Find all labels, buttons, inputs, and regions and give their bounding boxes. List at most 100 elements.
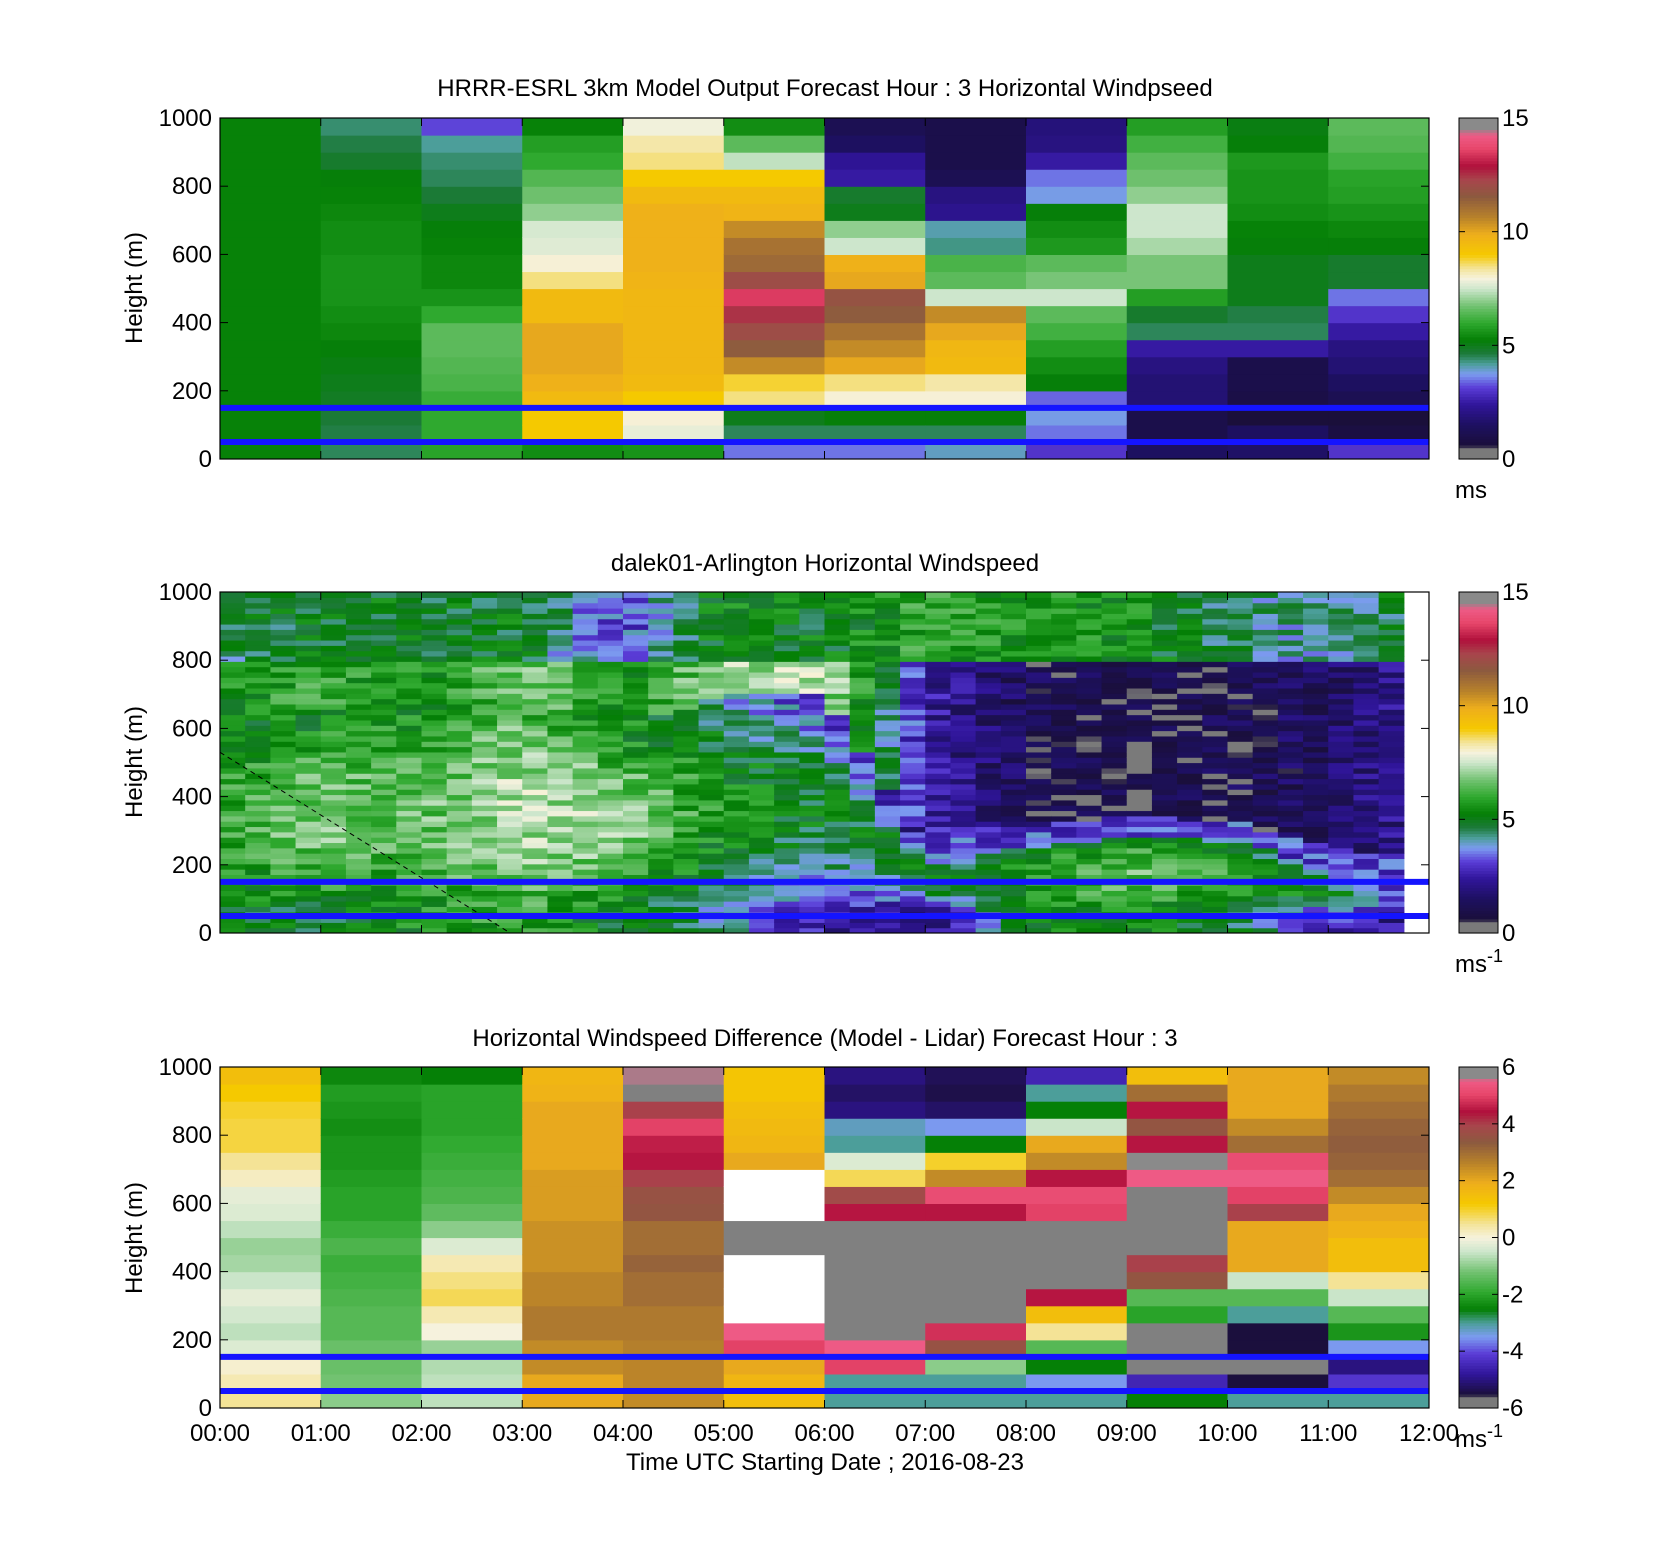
heatmap-cell (446, 842, 473, 849)
heatmap-cell (1000, 645, 1027, 652)
colorbar-swatch (1459, 654, 1498, 658)
heatmap-cell (1303, 730, 1329, 737)
heatmap-cell (900, 885, 926, 891)
heatmap-cell (1227, 1305, 1329, 1324)
heatmap-cell (270, 895, 297, 902)
colorbar-swatch (1459, 387, 1498, 392)
heatmap-cell (421, 927, 448, 933)
heatmap-cell (220, 186, 322, 204)
heatmap-cells (220, 1067, 1429, 1408)
colorbar-swatch (1459, 135, 1498, 139)
heatmap-cell (1202, 927, 1229, 933)
heatmap-cell (320, 645, 347, 652)
heatmap-cell (1051, 901, 1077, 907)
heatmap-cell (1378, 805, 1405, 812)
colorbar-swatch (1459, 1189, 1498, 1193)
heatmap-cell (320, 305, 423, 324)
heatmap-cell (1151, 735, 1178, 742)
colorbar-swatch (1459, 439, 1498, 443)
heatmap-cell (1227, 623, 1254, 630)
heatmap-cell (396, 783, 423, 790)
heatmap-cell (320, 1101, 423, 1119)
heatmap-cell (925, 1118, 1027, 1136)
heatmap-cell (774, 597, 800, 604)
heatmap-cell (1151, 805, 1178, 812)
heatmap-cell (371, 917, 397, 923)
heatmap-cell (522, 602, 549, 609)
colorbar-tick-label: 5 (1502, 806, 1515, 833)
heatmap-cell (421, 1152, 523, 1170)
heatmap-cell (1227, 666, 1254, 673)
heatmap-cell (723, 1322, 826, 1341)
heatmap-cell (774, 703, 800, 710)
heatmap-cell (1202, 858, 1229, 865)
heatmap-cell (1277, 805, 1304, 812)
heatmap-cell (1026, 237, 1128, 255)
heatmap-cell (446, 682, 473, 689)
heatmap-cell (1303, 757, 1329, 764)
colorbar-swatch (1459, 717, 1498, 721)
heatmap-cell (1252, 917, 1279, 923)
heatmap-cell (245, 666, 271, 673)
colorbar-swatch (1459, 1152, 1498, 1156)
heatmap-cell (623, 863, 649, 870)
heatmap-cell (799, 725, 826, 732)
heatmap-cell (471, 634, 498, 641)
heatmap-cell (925, 322, 1027, 341)
heatmap-cell (547, 853, 574, 860)
heatmap-cell (320, 767, 347, 774)
heatmap-cell (522, 901, 549, 907)
heatmap-cell (1026, 597, 1052, 604)
heatmap-cell (748, 906, 775, 913)
heatmap-cell (1328, 1305, 1429, 1324)
heatmap-cell (1151, 639, 1178, 646)
heatmap-cell (925, 794, 952, 801)
heatmap-cell (446, 773, 473, 780)
heatmap-cell (824, 339, 926, 358)
heatmap-cell (572, 741, 599, 748)
heatmap-cell (925, 597, 952, 604)
heatmap-cell (1177, 815, 1203, 822)
heatmap-cell (1227, 639, 1254, 646)
heatmap-cell (799, 853, 826, 860)
heatmap-cell (1252, 778, 1279, 785)
heatmap-cell (1378, 890, 1405, 897)
heatmap-cell (1328, 254, 1429, 273)
heatmap-cell (824, 629, 851, 636)
heatmap-cell (623, 1339, 725, 1358)
heatmap-cell (1202, 650, 1229, 657)
heatmap-cell (1026, 1271, 1128, 1290)
heatmap-cell (925, 607, 952, 614)
heatmap-cell (572, 629, 599, 636)
heatmap-cell (824, 810, 851, 817)
heatmap-cell (345, 831, 372, 838)
heatmap-cell (245, 693, 271, 700)
heatmap-cell (446, 847, 473, 854)
heatmap-cell (497, 682, 523, 689)
heatmap-cell (1378, 671, 1405, 678)
y-tick-label: 1000 (159, 1054, 212, 1081)
heatmap-cell (320, 783, 347, 790)
colorbar-tick-label: 0 (1502, 920, 1515, 947)
heatmap-cell (396, 757, 423, 764)
heatmap-cell (925, 186, 1027, 204)
heatmap-cell (1101, 597, 1128, 604)
heatmap-cell (220, 853, 246, 860)
heatmap-cell (824, 821, 851, 828)
heatmap-cell (320, 186, 423, 204)
heatmap-cell (799, 687, 826, 694)
heatmap-cell (1227, 751, 1254, 758)
heatmap-cell (220, 135, 322, 153)
heatmap-cell (1101, 826, 1128, 833)
heatmap-cell (1051, 773, 1077, 780)
heatmap-cell (975, 869, 1002, 875)
heatmap-cell (900, 927, 926, 933)
heatmap-cell (623, 1288, 725, 1307)
heatmap-cell (1126, 671, 1153, 678)
colorbar-swatch (1459, 271, 1498, 275)
heatmap-cell (220, 597, 246, 604)
heatmap-cell (1277, 783, 1304, 790)
heatmap-cell (320, 1322, 423, 1341)
heatmap-cell (673, 687, 700, 694)
heatmap-cell (748, 655, 775, 662)
